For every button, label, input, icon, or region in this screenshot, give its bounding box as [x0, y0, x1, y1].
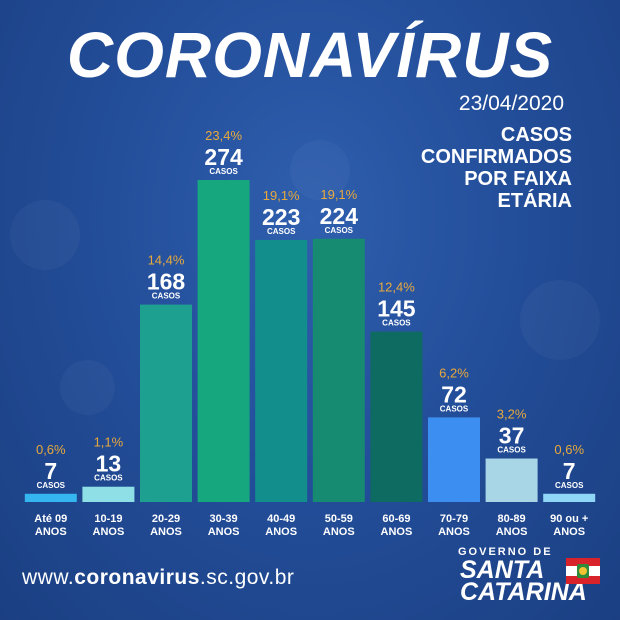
bar-value-label: 274	[204, 144, 243, 170]
x-tick-label: 40-49	[267, 513, 295, 525]
bar	[312, 238, 365, 502]
x-tick-label: 50-59	[325, 513, 353, 525]
bar	[140, 304, 192, 502]
bar-percentage-label: 19,1%	[263, 188, 300, 203]
x-tick-label-unit: ANOS	[208, 526, 240, 538]
x-tick-label-unit: ANOS	[553, 526, 585, 538]
bar	[370, 331, 423, 502]
bar-value-label: 72	[441, 381, 467, 407]
bar	[428, 417, 480, 502]
x-tick-label-unit: ANOS	[265, 526, 297, 538]
bar-percentage-label: 6,2%	[439, 365, 469, 380]
website-domain: coronavirus	[74, 566, 200, 589]
website-suffix: .sc.gov.br	[199, 566, 295, 589]
page-title: CORONAVÍRUS	[66, 19, 554, 91]
subtitle-line: POR FAIXA	[464, 168, 572, 190]
bar	[197, 180, 250, 502]
state-flag-icon	[566, 558, 600, 584]
x-tick-label-unit: ANOS	[381, 526, 413, 538]
bar-percentage-label: 23,4%	[205, 128, 242, 143]
government-logo: GOVERNO DE SANTA CATARINA	[452, 546, 612, 612]
x-tick-label-unit: ANOS	[150, 526, 182, 538]
bar-value-label: 223	[262, 204, 300, 230]
bar	[485, 458, 538, 502]
x-tick-label: 60-69	[382, 513, 410, 525]
bar-value-label: 7	[563, 458, 576, 484]
logo-line1: SANTA	[460, 556, 545, 584]
bar-percentage-label: 14,4%	[148, 253, 185, 268]
x-tick-label-unit: ANOS	[496, 526, 528, 538]
logo-top-text: GOVERNO DE	[458, 546, 553, 558]
bar-percentage-label: 0,6%	[554, 442, 584, 457]
bar-value-label: 168	[147, 269, 186, 295]
x-tick-label: 10-19	[94, 513, 122, 525]
bar-unit-label: CASOS	[440, 404, 469, 413]
x-tick-label: 30-39	[210, 513, 238, 525]
x-tick-label-unit: ANOS	[323, 526, 355, 538]
bar-value-label: 145	[377, 296, 416, 322]
bar-unit-label: CASOS	[37, 481, 66, 490]
report-date: 23/04/2020	[458, 92, 564, 115]
bar	[24, 493, 77, 502]
bar-unit-label: CASOS	[497, 446, 526, 455]
chart-subtitle: CASOS CONFIRMADOS POR FAIXA ETÁRIA	[332, 124, 572, 212]
logo-line2: CATARINA	[460, 578, 587, 606]
bar	[82, 486, 135, 502]
bar-percentage-label: 0,6%	[36, 442, 66, 457]
bar-value-label: 13	[96, 451, 122, 477]
bar-percentage-label: 19,1%	[320, 187, 357, 202]
bar	[543, 493, 596, 502]
x-tick-label: Até 09	[34, 513, 67, 525]
bar-unit-label: CASOS	[209, 167, 238, 176]
bar-value-label: 224	[320, 203, 359, 229]
bar-percentage-label: 1,1%	[94, 435, 124, 450]
bar-value-label: 37	[499, 423, 525, 449]
bar-percentage-label: 3,2%	[497, 407, 527, 422]
bar-unit-label: CASOS	[152, 292, 181, 301]
x-tick-label: 90 ou +	[550, 513, 588, 525]
x-tick-label-unit: ANOS	[35, 526, 67, 538]
website-prefix: www.	[22, 566, 75, 589]
subtitle-line: CASOS	[500, 124, 572, 146]
website-url: www.coronavirus.sc.gov.br	[22, 566, 294, 590]
x-tick-label-unit: ANOS	[93, 526, 125, 538]
x-tick-label: 70-79	[440, 513, 468, 525]
bar-unit-label: CASOS	[382, 319, 411, 328]
subtitle-line: CONFIRMADOS	[420, 146, 572, 168]
bar-unit-label: CASOS	[325, 226, 354, 235]
bar-unit-label: CASOS	[267, 227, 296, 236]
x-tick-label: 20-29	[152, 513, 180, 525]
subtitle-line: ETÁRIA	[497, 190, 572, 212]
x-tick-label: 80-89	[498, 513, 526, 525]
bar-unit-label: CASOS	[94, 474, 123, 483]
bar-value-label: 7	[44, 458, 57, 484]
x-tick-label-unit: ANOS	[438, 526, 470, 538]
bar	[255, 239, 308, 502]
bar-unit-label: CASOS	[555, 481, 584, 490]
bar-percentage-label: 12,4%	[378, 280, 415, 295]
